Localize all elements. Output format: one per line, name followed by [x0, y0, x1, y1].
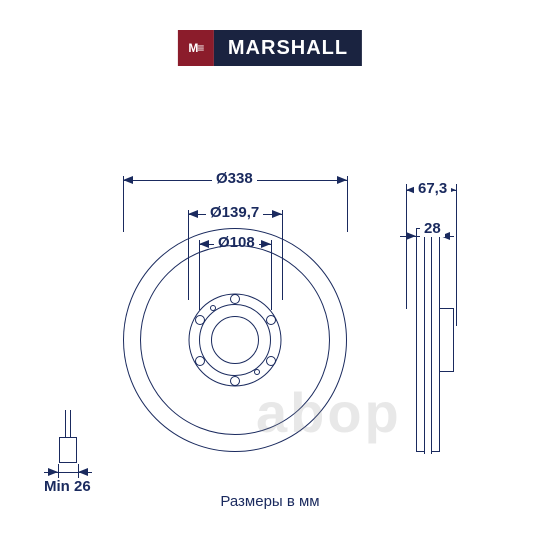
disc-side-view	[416, 228, 440, 452]
technical-drawing: Ø338 Ø139,7 Ø108	[0, 80, 540, 470]
bolt-hole	[266, 315, 276, 325]
brand-logo: M≡ MARSHALL	[178, 30, 362, 66]
caption: Размеры в мм	[0, 493, 540, 510]
brand-mark: M≡	[178, 30, 214, 66]
dim-d338-label: Ø338	[212, 170, 257, 187]
dim-d1397-label: Ø139,7	[206, 204, 263, 221]
gauge-block	[59, 437, 77, 463]
dim-h28-label: 28	[420, 220, 445, 237]
gauge-rod	[65, 410, 71, 437]
pin-hole	[210, 305, 216, 311]
pin-hole	[254, 369, 260, 375]
bolt-hole	[230, 294, 240, 304]
bolt-hole	[230, 376, 240, 386]
dim-h673-label: 67,3	[414, 180, 451, 197]
bolt-hole	[195, 356, 205, 366]
brand-name: MARSHALL	[214, 30, 362, 66]
bolt-hole	[266, 356, 276, 366]
bolt-hole	[195, 315, 205, 325]
